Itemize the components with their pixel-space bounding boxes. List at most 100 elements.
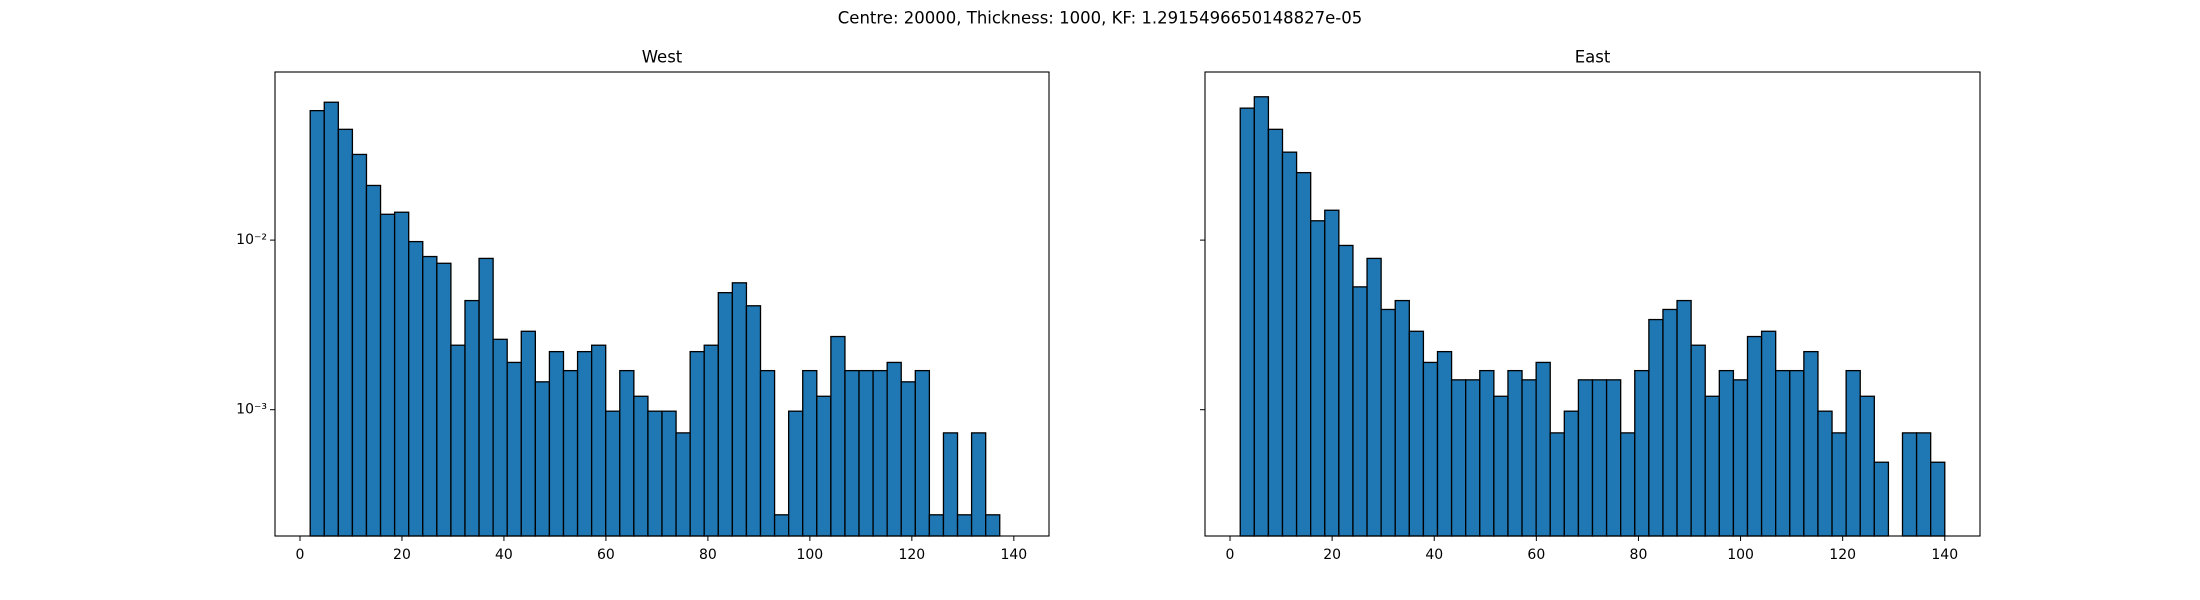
bar bbox=[1422, 361, 1439, 537]
bar bbox=[1803, 350, 1819, 537]
bar bbox=[928, 514, 945, 537]
bar bbox=[1295, 171, 1312, 537]
y-tick-label: 10⁻³ bbox=[236, 402, 267, 418]
bar bbox=[506, 361, 522, 537]
bar bbox=[956, 514, 973, 537]
bar bbox=[985, 514, 1001, 537]
bar bbox=[788, 410, 804, 537]
bar bbox=[816, 395, 832, 537]
bar bbox=[1662, 308, 1678, 537]
bar bbox=[1930, 461, 1946, 537]
bar bbox=[914, 369, 931, 537]
x-tick-label: 20 bbox=[1323, 547, 1341, 563]
bar bbox=[689, 350, 705, 537]
bar bbox=[309, 109, 325, 537]
x-tick-label: 40 bbox=[1425, 547, 1443, 563]
bar bbox=[633, 395, 649, 537]
bar bbox=[478, 257, 494, 537]
bar bbox=[1704, 395, 1720, 537]
bar bbox=[717, 291, 734, 537]
bar bbox=[1873, 461, 1890, 537]
bar bbox=[830, 335, 846, 537]
bar bbox=[1324, 209, 1340, 537]
bar bbox=[1253, 96, 1270, 537]
bar bbox=[576, 350, 593, 537]
subplot-title: East bbox=[1575, 48, 1611, 67]
x-tick-label: 120 bbox=[898, 547, 925, 563]
bar bbox=[422, 255, 438, 537]
bar bbox=[1690, 344, 1706, 537]
x-tick-label: 0 bbox=[296, 547, 305, 563]
bar bbox=[534, 381, 551, 537]
bar bbox=[1479, 369, 1495, 537]
bar bbox=[337, 128, 354, 537]
bar bbox=[365, 184, 382, 537]
bar bbox=[1394, 299, 1410, 537]
bar bbox=[1577, 379, 1594, 537]
axes-frame bbox=[1204, 71, 1981, 537]
bar bbox=[520, 330, 536, 537]
bar bbox=[1845, 369, 1861, 537]
bar bbox=[1732, 379, 1749, 537]
x-tick-label: 40 bbox=[495, 547, 513, 563]
bar bbox=[1310, 220, 1326, 537]
bar bbox=[1521, 379, 1537, 537]
bar bbox=[1718, 369, 1735, 537]
figure-title: Centre: 20000, Thickness: 1000, KF: 1.29… bbox=[838, 9, 1362, 28]
bar bbox=[858, 369, 874, 537]
x-tick-label: 140 bbox=[1931, 547, 1958, 563]
bar bbox=[562, 369, 579, 537]
y-tick-label: 10⁻² bbox=[236, 232, 267, 248]
bar bbox=[1408, 330, 1425, 537]
bar bbox=[745, 305, 762, 537]
bar bbox=[900, 381, 916, 537]
x-tick-label: 60 bbox=[1527, 547, 1545, 563]
bar bbox=[970, 432, 987, 537]
x-tick-label: 140 bbox=[1000, 547, 1027, 563]
bar bbox=[492, 338, 508, 537]
bar bbox=[661, 410, 677, 537]
bar bbox=[1366, 257, 1382, 537]
bar bbox=[844, 369, 860, 537]
x-tick-label: 80 bbox=[699, 547, 717, 563]
bar bbox=[408, 240, 424, 537]
bar bbox=[1901, 432, 1918, 537]
bar bbox=[1267, 128, 1284, 537]
x-tick-label: 80 bbox=[1630, 547, 1648, 563]
bar bbox=[450, 344, 466, 537]
bar bbox=[1450, 379, 1467, 537]
bar bbox=[1789, 369, 1805, 537]
bar bbox=[1915, 432, 1932, 537]
x-tick-label: 100 bbox=[1727, 547, 1754, 563]
bar bbox=[1831, 432, 1847, 537]
bar bbox=[351, 153, 368, 537]
bar bbox=[703, 344, 719, 537]
bar bbox=[1817, 410, 1833, 537]
bar bbox=[886, 361, 902, 537]
bar bbox=[323, 101, 339, 537]
bar bbox=[1281, 151, 1298, 537]
bar bbox=[1775, 369, 1791, 537]
bar bbox=[590, 344, 607, 537]
bar bbox=[1436, 350, 1453, 537]
bar bbox=[731, 282, 748, 537]
bar bbox=[647, 410, 663, 537]
x-tick-label: 60 bbox=[597, 547, 615, 563]
bar bbox=[773, 514, 790, 537]
bar bbox=[1563, 410, 1580, 537]
bar bbox=[1465, 379, 1481, 537]
bar bbox=[379, 213, 396, 537]
bar bbox=[1605, 379, 1622, 537]
bar bbox=[1859, 395, 1875, 537]
bar bbox=[759, 369, 776, 537]
x-tick-label: 0 bbox=[1226, 547, 1235, 563]
bar bbox=[1634, 369, 1650, 537]
bar bbox=[1591, 379, 1608, 537]
bar bbox=[1549, 432, 1565, 537]
bar bbox=[1746, 335, 1763, 537]
bar bbox=[464, 299, 480, 537]
bar bbox=[802, 369, 818, 537]
bar bbox=[675, 432, 691, 537]
bar bbox=[942, 432, 959, 537]
